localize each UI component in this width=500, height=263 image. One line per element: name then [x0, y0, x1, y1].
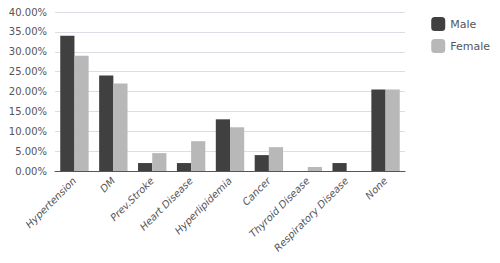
svg-text:40.00%: 40.00%	[9, 7, 47, 18]
svg-text:DM: DM	[98, 175, 118, 195]
svg-text:0.00%: 0.00%	[15, 166, 47, 177]
svg-text:5.00%: 5.00%	[15, 146, 47, 157]
svg-text:None: None	[363, 175, 389, 201]
svg-text:Thyroid Disease: Thyroid Disease	[247, 175, 312, 240]
svg-text:20.00%: 20.00%	[9, 86, 47, 97]
svg-text:30.00%: 30.00%	[9, 46, 47, 57]
svg-text:Hypertension: Hypertension	[23, 175, 78, 230]
svg-text:15.00%: 15.00%	[9, 106, 47, 117]
svg-text:Cancer: Cancer	[240, 174, 273, 207]
svg-text:Prev.Stroke: Prev.Stroke	[108, 175, 157, 224]
svg-text:35.00%: 35.00%	[9, 26, 47, 37]
svg-text:Female: Female	[450, 40, 490, 53]
svg-text:Respiratory Disease: Respiratory Disease	[272, 175, 351, 254]
svg-text:Hyperlipidemia: Hyperlipidemia	[173, 175, 234, 236]
svg-text:10.00%: 10.00%	[9, 126, 47, 137]
svg-text:Male: Male	[450, 18, 476, 31]
svg-text:25.00%: 25.00%	[9, 66, 47, 77]
svg-text:Heart Disease: Heart Disease	[137, 175, 195, 233]
